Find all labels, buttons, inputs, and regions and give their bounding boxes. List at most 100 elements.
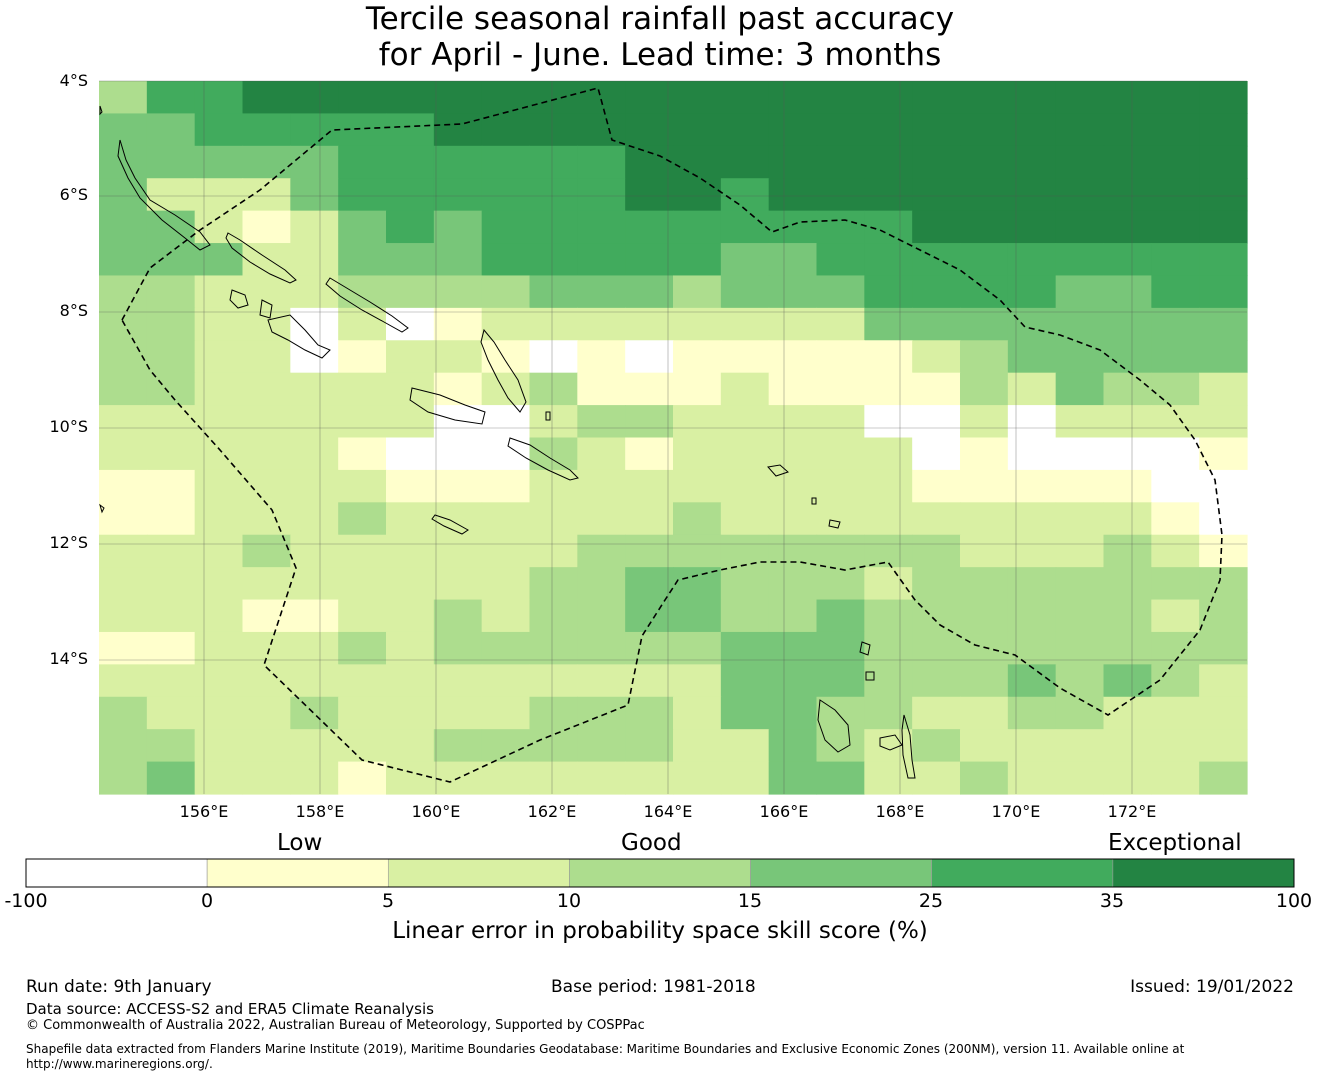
grid-cell — [912, 243, 961, 277]
grid-cell — [194, 761, 244, 795]
grid-cell — [625, 81, 674, 115]
gridlines — [99, 80, 1247, 794]
grid-cell — [1151, 145, 1200, 179]
grid-cell — [625, 178, 674, 212]
grid-cell — [290, 599, 339, 633]
grid-cell — [912, 340, 961, 374]
grid-cell — [577, 534, 626, 568]
grid-cell — [433, 437, 483, 471]
grid-cell — [338, 178, 387, 212]
colorbar-tick-15: 15 — [737, 890, 763, 912]
grid-cell — [912, 405, 961, 439]
grid-cell — [912, 275, 961, 309]
grid-cell — [194, 307, 244, 341]
grid-cell — [481, 437, 531, 471]
island-vanikoro — [828, 519, 841, 529]
grid-cell — [99, 631, 148, 665]
grid-cell — [99, 275, 148, 309]
grid-cell — [386, 81, 435, 115]
grid-cell — [864, 729, 913, 763]
grid-cell — [768, 81, 818, 115]
grid-cell — [386, 243, 435, 277]
grid-cell — [720, 437, 770, 471]
island-efate — [901, 714, 916, 779]
grid-cell — [625, 631, 674, 665]
grid-cell — [481, 243, 531, 277]
grid-cell — [338, 81, 387, 115]
colorbar-tick-25: 25 — [918, 890, 944, 912]
grid-cell — [960, 307, 1009, 341]
grid-cell — [1055, 761, 1105, 795]
grid-cell — [338, 405, 387, 439]
colorbar-tick-0: 0 — [200, 890, 214, 912]
grid-cell — [146, 275, 196, 309]
grid-cell — [577, 405, 626, 439]
grid-cell — [290, 243, 339, 277]
grid-cell — [1199, 243, 1248, 277]
grid-cell — [577, 761, 626, 795]
grid-cell — [1199, 145, 1248, 179]
grid-cell — [146, 696, 196, 730]
grid-cell — [673, 81, 722, 115]
grid-cell — [1151, 437, 1200, 471]
grid-cell — [768, 631, 818, 665]
grid-cell — [481, 405, 531, 439]
island-small-4 — [545, 411, 551, 421]
grid-cell — [720, 761, 770, 795]
grid-cell — [386, 761, 435, 795]
island-malaita — [480, 328, 527, 413]
grid-cell — [577, 372, 626, 406]
grid-cell — [1151, 113, 1200, 147]
grid-cell — [960, 145, 1009, 179]
grid-cell — [338, 534, 387, 568]
grid-cell — [146, 243, 196, 277]
grid-cell — [290, 307, 339, 341]
grid-cell — [1103, 599, 1152, 633]
grid-cell — [290, 405, 339, 439]
grid-cell — [768, 178, 818, 212]
grid-cell — [1055, 502, 1105, 536]
grid-cell — [1055, 664, 1105, 698]
grid-cell — [99, 761, 148, 795]
grid-cell — [433, 696, 483, 730]
grid-cell — [673, 243, 722, 277]
grid-cell — [768, 113, 818, 147]
grid-cell — [194, 631, 244, 665]
island-small-6 — [99, 105, 103, 116]
grid-cell — [194, 145, 244, 179]
grid-cell — [146, 178, 196, 212]
grid-cell — [242, 340, 291, 374]
grid-cell — [1103, 534, 1152, 568]
grid-cell — [1103, 275, 1152, 309]
grid-cell — [194, 567, 244, 601]
grid-cell — [912, 178, 961, 212]
grid-cell — [768, 599, 818, 633]
grid-cell — [673, 145, 722, 179]
grid-cell — [242, 210, 291, 244]
grid-cell — [433, 145, 483, 179]
grid-cell — [625, 113, 674, 147]
grid-cell — [1199, 210, 1248, 244]
grid-cell — [1055, 372, 1105, 406]
lon-label-166e: 166°E — [759, 802, 809, 821]
grid-cell — [242, 113, 291, 147]
grid-cell — [1103, 502, 1152, 536]
grid-cell — [1055, 567, 1105, 601]
grid-cell — [1151, 81, 1200, 115]
grid-cell — [529, 405, 578, 439]
colorbar-tick-neg100: -100 — [4, 890, 48, 912]
grid-cell — [960, 729, 1009, 763]
grid-cell — [912, 307, 961, 341]
run-date: Run date: 9th January — [26, 977, 212, 997]
lon-label-170e: 170°E — [991, 802, 1041, 821]
grid-cell — [816, 567, 865, 601]
grid-cell — [481, 340, 531, 374]
grid-cell — [529, 664, 578, 698]
grid-cell — [529, 210, 578, 244]
colorbar-tick-100: 100 — [1275, 890, 1313, 912]
grid-cell — [529, 696, 578, 730]
grid-cell — [1151, 729, 1200, 763]
grid-cell — [1103, 729, 1152, 763]
grid-cell — [577, 243, 626, 277]
